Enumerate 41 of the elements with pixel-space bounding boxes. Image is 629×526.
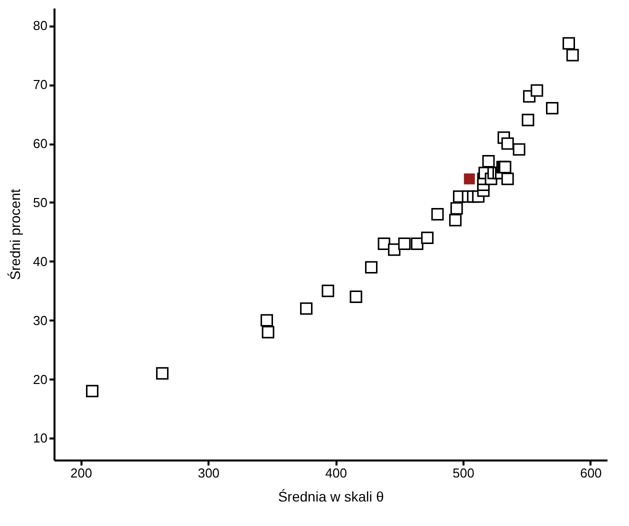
point	[501, 172, 514, 186]
x-tick-label: 500	[452, 466, 474, 480]
point	[156, 367, 169, 380]
y-tick-label: 60	[33, 136, 48, 152]
point	[482, 154, 495, 168]
point	[464, 173, 475, 184]
point	[398, 237, 411, 250]
y-axis-title: Średni procent	[7, 188, 24, 280]
point	[530, 84, 544, 97]
x-tick-label: 600	[580, 466, 602, 480]
x-tick-label: 400	[325, 466, 347, 480]
y-tick-label: 20	[33, 372, 48, 387]
point	[378, 237, 390, 250]
point	[322, 284, 334, 298]
y-tick-label: 70	[33, 77, 48, 92]
point	[260, 314, 274, 327]
x-axis-title: Średnia w skali θ	[278, 488, 384, 504]
x-tick-label: 300	[198, 466, 220, 480]
x-tick-label: 200	[70, 466, 92, 480]
point	[365, 261, 378, 274]
point	[86, 384, 98, 398]
y-tick-label: 50	[33, 194, 48, 210]
point	[421, 232, 434, 244]
point	[501, 137, 514, 150]
y-tick-label: 80	[33, 18, 48, 34]
point	[512, 143, 526, 156]
point	[449, 214, 462, 226]
point	[350, 290, 362, 303]
point	[562, 37, 575, 50]
point	[566, 48, 579, 62]
point	[522, 114, 534, 126]
point	[546, 102, 558, 114]
y-tick-label: 40	[33, 254, 48, 269]
point	[410, 237, 424, 250]
point	[450, 202, 463, 215]
point	[431, 208, 444, 220]
y-tick-label: 10	[33, 430, 48, 446]
y-tick-label: 30	[33, 312, 48, 328]
point	[262, 326, 274, 338]
point	[388, 243, 400, 256]
point	[300, 302, 313, 315]
